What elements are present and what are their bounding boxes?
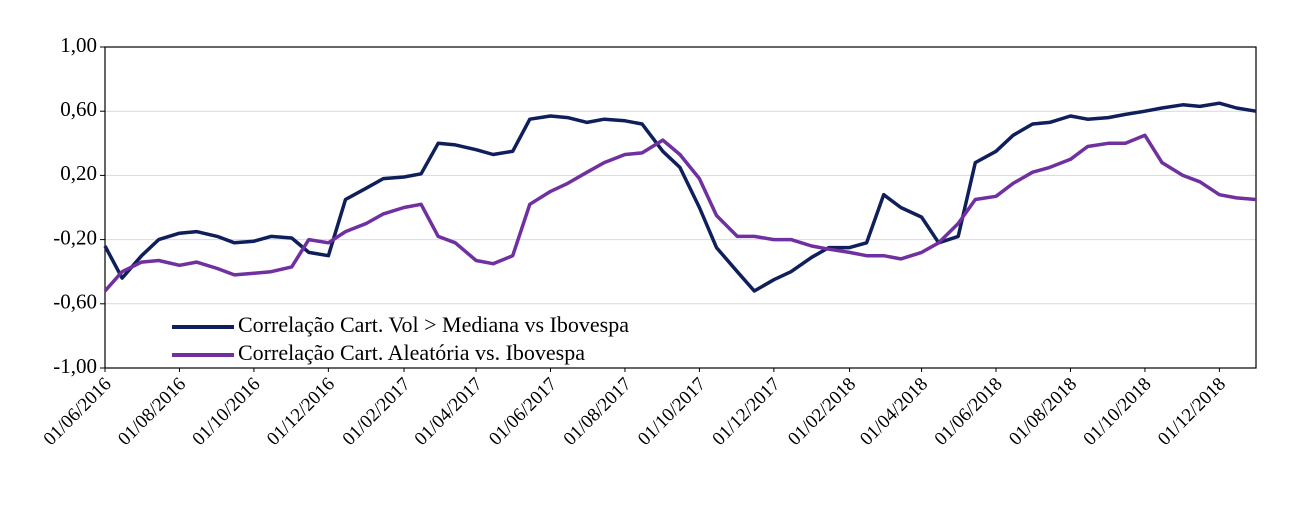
x-tick-label: 01/08/2017 (560, 374, 636, 450)
y-tick-label: 1,00 (60, 33, 97, 57)
legend-label: Correlação Cart. Vol > Mediana vs Iboves… (238, 312, 629, 337)
y-tick-label: 0,60 (60, 97, 97, 121)
x-tick-label: 01/02/2018 (784, 374, 860, 450)
legend-label: Correlação Cart. Aleatória vs. Ibovespa (238, 340, 585, 365)
x-tick-label: 01/12/2018 (1154, 374, 1230, 450)
x-tick-label: 01/08/2018 (1005, 374, 1081, 450)
x-tick-label: 01/04/2018 (856, 374, 932, 450)
series-line (103, 133, 1257, 293)
y-tick-label: -1,00 (53, 354, 97, 378)
x-tick-label: 01/02/2017 (339, 374, 415, 450)
x-tick-label: 01/06/2016 (40, 374, 116, 450)
y-tick-label: -0,20 (53, 225, 97, 249)
y-tick-label: -0,60 (53, 290, 97, 314)
x-tick-label: 01/06/2018 (931, 374, 1007, 450)
x-tick-label: 01/10/2017 (634, 374, 710, 450)
x-tick-label: 01/12/2017 (708, 374, 784, 450)
x-tick-label: 01/12/2016 (263, 374, 339, 450)
x-tick-label: 01/04/2017 (411, 374, 487, 450)
y-tick-label: 0,20 (60, 161, 97, 185)
x-tick-label: 01/10/2018 (1079, 374, 1155, 450)
x-tick-label: 01/08/2016 (114, 374, 190, 450)
series-line (103, 101, 1257, 293)
x-tick-label: 01/10/2016 (188, 374, 264, 450)
x-tick-label: 01/06/2017 (485, 374, 561, 450)
plot-frame (104, 46, 1257, 369)
